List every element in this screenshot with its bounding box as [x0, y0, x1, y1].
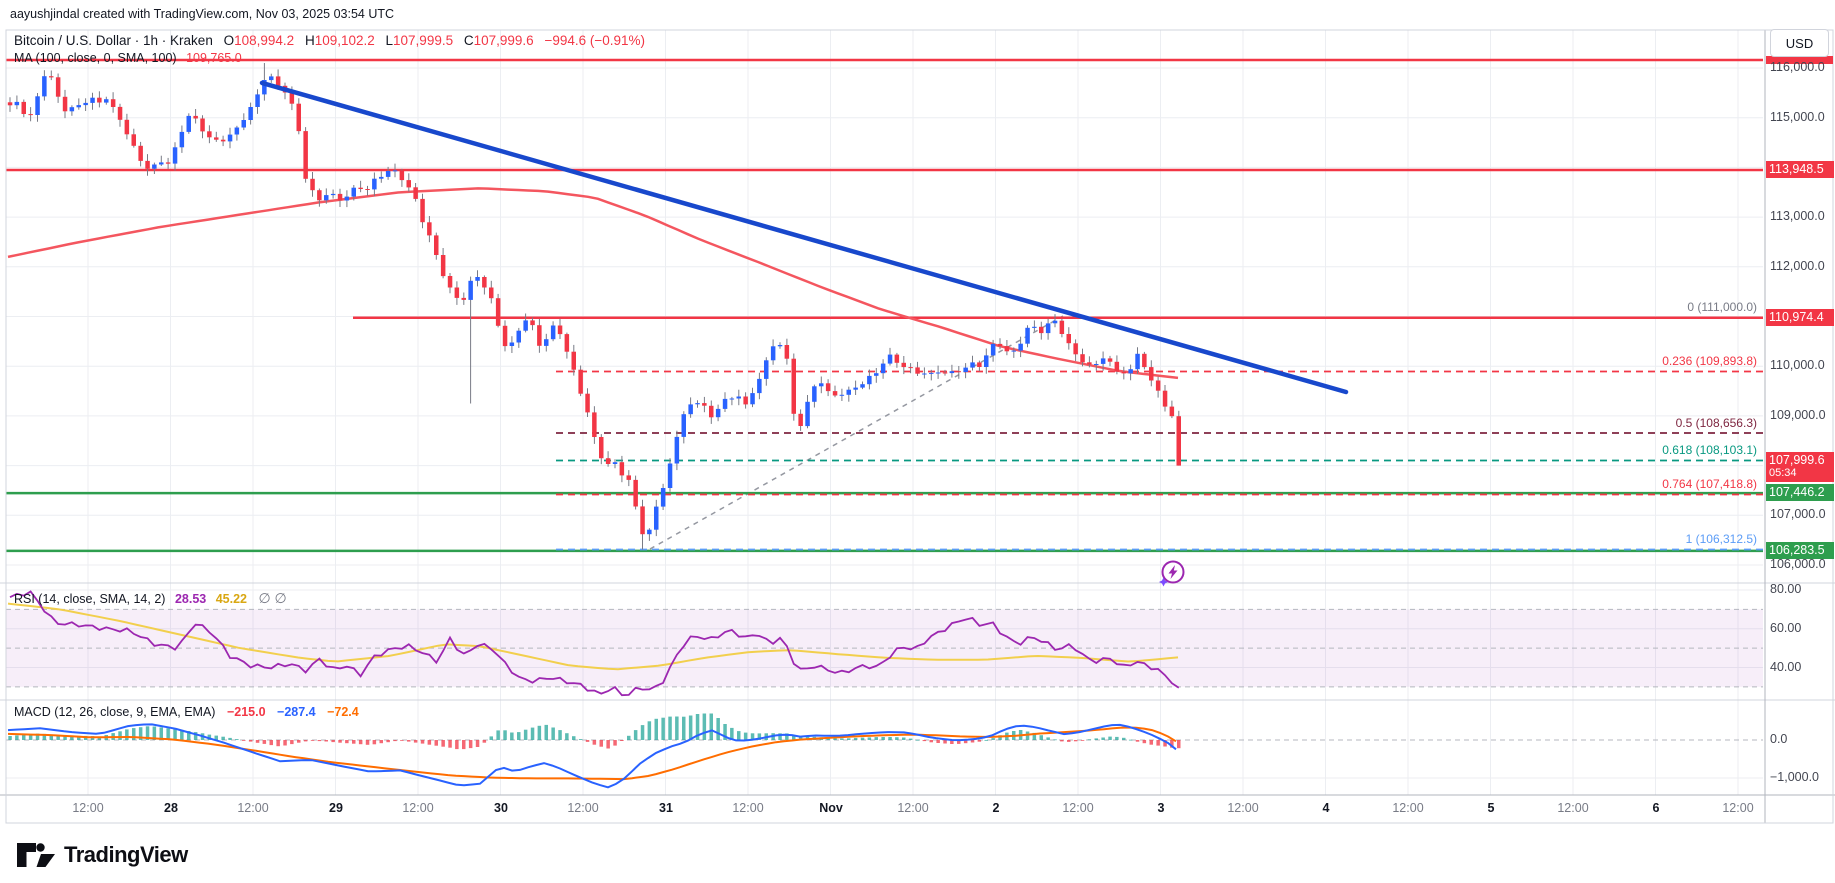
- change-value: −994.6 (−0.91%): [544, 33, 646, 48]
- open-letter: O: [223, 33, 235, 48]
- time-axis-tick: 12:00: [1227, 801, 1259, 815]
- fib-level-label[interactable]: 0.764 (107,418.8): [1662, 477, 1757, 491]
- time-axis-day-tick: 28: [164, 801, 178, 815]
- time-axis-day-tick: 2: [992, 801, 1000, 815]
- macd-axis-tick: −1,000.0: [1770, 770, 1820, 784]
- tradingview-logo[interactable]: TradingView: [16, 842, 188, 868]
- rsi-legend[interactable]: RSI (14, close, SMA, 14, 2) 28.53 45.22 …: [14, 590, 287, 607]
- price-axis-tick: 115,000.0: [1770, 110, 1825, 124]
- close-value: 107,999.6: [473, 33, 534, 48]
- rsi-axis-tick: 80.00: [1770, 582, 1802, 596]
- price-axis-tick: 113,000.0: [1770, 209, 1825, 223]
- time-axis-day-tick: 4: [1322, 801, 1330, 815]
- rsi-legend-label: RSI (14, close, SMA, 14, 2): [14, 592, 166, 606]
- open-value: 108,994.2: [234, 33, 295, 48]
- fib-level-label[interactable]: 0 (111,000.0): [1687, 300, 1757, 314]
- time-axis-tick: 12:00: [1557, 801, 1589, 815]
- price-axis-tick: 110,000.0: [1770, 358, 1825, 372]
- high-letter: H: [304, 33, 315, 48]
- symbol-title: Bitcoin / U.S. Dollar · 1h · Kraken: [14, 33, 213, 48]
- currency-unit-label: USD: [1785, 35, 1814, 51]
- time-axis-tick: 12:00: [567, 801, 599, 815]
- macd-line-value: −287.4: [277, 705, 316, 719]
- rsi-empty-values: ∅ ∅: [258, 590, 287, 606]
- time-axis-tick: 12:00: [237, 801, 269, 815]
- price-axis-tick: 107,000.0: [1770, 507, 1826, 521]
- macd-axis-tick: 0.0: [1770, 732, 1788, 746]
- lightning-icon: [1159, 560, 1185, 587]
- time-axis-tick: 12:00: [897, 801, 929, 815]
- high-value: 109,102.2: [314, 33, 375, 48]
- time-axis-day-tick: 30: [494, 801, 508, 815]
- time-axis-day-tick: 31: [659, 801, 673, 815]
- time-axis-tick: 12:00: [732, 801, 764, 815]
- currency-unit-button[interactable]: USD: [1770, 29, 1829, 57]
- fib-level-label[interactable]: 1 (106,312.5): [1685, 532, 1757, 546]
- time-axis-day-tick: 29: [329, 801, 343, 815]
- price-axis-tick: 109,000.0: [1770, 408, 1826, 422]
- ma-legend-value: 109,765.0: [186, 51, 242, 65]
- flash-event-marker[interactable]: [1157, 557, 1189, 589]
- time-axis-tick: 12:00: [402, 801, 434, 815]
- price-line-label[interactable]: 106,283.5: [1766, 542, 1834, 559]
- time-axis-tick: 12:00: [1062, 801, 1094, 815]
- price-line-label[interactable]: 110,974.4: [1766, 309, 1834, 326]
- rsi-axis-tick: 60.00: [1770, 621, 1802, 635]
- price-axis-tick: 112,000.0: [1770, 259, 1825, 273]
- last-price-label[interactable]: 107,999.6 05:34: [1766, 452, 1834, 482]
- tradingview-logo-icon: [17, 843, 55, 867]
- price-line-label[interactable]: 107,446.2: [1766, 484, 1834, 501]
- time-axis-day-tick: Nov: [819, 801, 843, 815]
- rsi-value: 28.53: [174, 592, 207, 606]
- price-axis-tick: 116,000.0: [1770, 60, 1825, 74]
- close-letter: C: [463, 33, 474, 48]
- time-axis-tick: 12:00: [1392, 801, 1424, 815]
- fib-level-label[interactable]: 0.618 (108,103.1): [1662, 443, 1757, 457]
- price-line-label[interactable]: 113,948.5: [1766, 161, 1834, 178]
- time-axis-day-tick: 5: [1487, 801, 1495, 815]
- fib-level-label[interactable]: 0.236 (109,893.8): [1662, 354, 1757, 368]
- macd-legend-label: MACD (12, 26, close, 9, EMA, EMA): [14, 705, 216, 719]
- symbol-legend[interactable]: Bitcoin / U.S. Dollar · 1h · Kraken O108…: [14, 33, 645, 48]
- ma-legend[interactable]: MA (100, close, 0, SMA, 100) 109,765.0: [14, 51, 242, 65]
- fib-level-label[interactable]: 0.5 (108,656.3): [1675, 416, 1757, 430]
- low-letter: L: [385, 33, 394, 48]
- time-axis-tick: 12:00: [72, 801, 104, 815]
- rsi-sma-value: 45.22: [215, 592, 247, 606]
- tradingview-logo-text: TradingView: [64, 842, 188, 867]
- time-axis-day-tick: 3: [1157, 801, 1165, 815]
- time-axis-tick: 12:00: [1722, 801, 1754, 815]
- price-axis-tick: 106,000.0: [1770, 557, 1826, 571]
- macd-signal-value: −72.4: [327, 705, 359, 719]
- time-axis-day-tick: 6: [1652, 801, 1660, 815]
- macd-hist-value: −215.0: [226, 705, 266, 719]
- attribution-text: aayushjindal created with TradingView.co…: [10, 7, 395, 21]
- rsi-axis-tick: 40.00: [1770, 660, 1802, 674]
- ma-legend-label: MA (100, close, 0, SMA, 100): [14, 51, 177, 65]
- macd-legend[interactable]: MACD (12, 26, close, 9, EMA, EMA) −215.0…: [14, 705, 359, 719]
- low-value: 107,999.5: [393, 33, 454, 48]
